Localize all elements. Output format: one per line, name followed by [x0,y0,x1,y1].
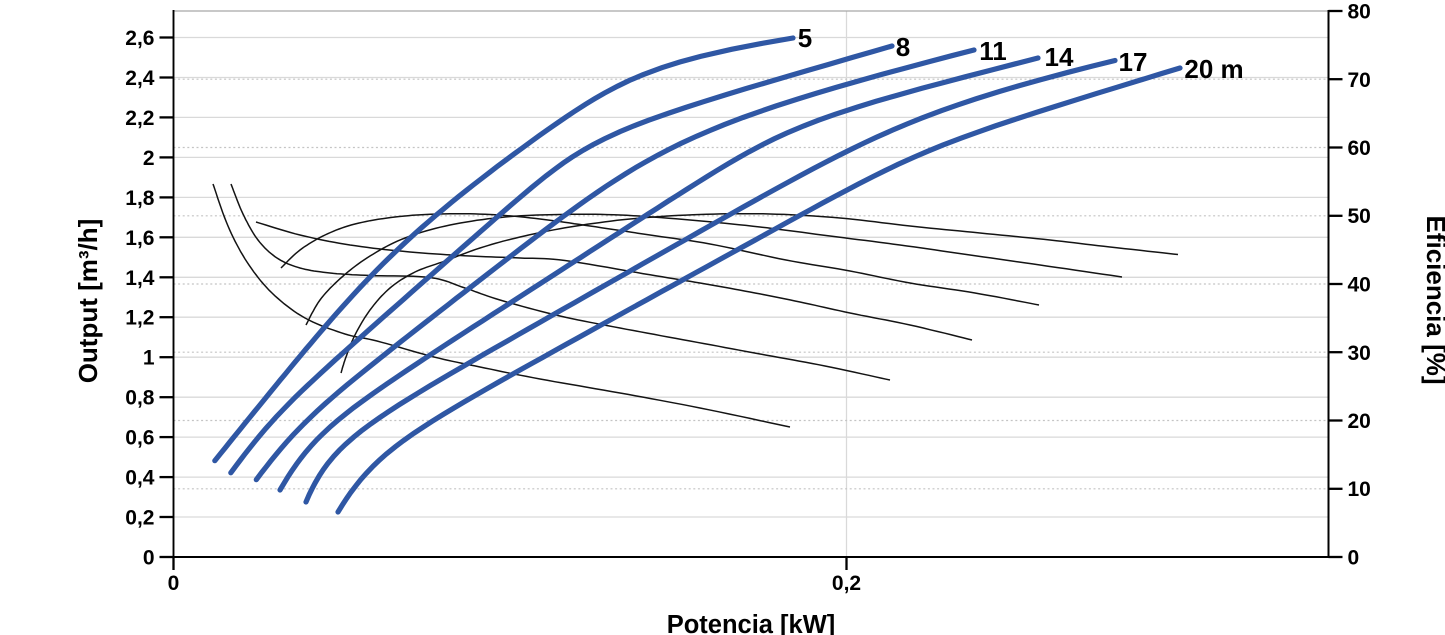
svg-text:0: 0 [143,547,155,570]
svg-text:80: 80 [1348,1,1371,24]
svg-text:20 m: 20 m [1184,54,1243,84]
svg-text:14: 14 [1045,42,1074,72]
svg-text:30: 30 [1348,342,1371,365]
svg-text:10: 10 [1348,478,1371,501]
svg-text:1,6: 1,6 [125,227,154,250]
svg-text:2: 2 [143,147,155,170]
svg-text:2,6: 2,6 [125,27,154,50]
svg-text:1: 1 [143,347,155,370]
svg-text:0: 0 [1348,547,1360,570]
svg-text:5: 5 [798,23,812,53]
svg-text:0,2: 0,2 [125,507,154,530]
svg-text:1,8: 1,8 [125,187,155,210]
svg-text:40: 40 [1348,274,1371,297]
svg-text:2,4: 2,4 [125,67,155,90]
svg-text:20: 20 [1348,410,1371,433]
svg-text:11: 11 [979,36,1007,66]
svg-text:0,4: 0,4 [125,467,155,490]
svg-text:0,6: 0,6 [125,427,154,450]
svg-text:70: 70 [1348,69,1371,92]
svg-text:Potencia [kW]: Potencia [kW] [667,611,836,635]
svg-text:Eficiencia [%]: Eficiencia [%] [1421,215,1445,384]
svg-text:1,4: 1,4 [125,267,155,290]
svg-text:17: 17 [1119,47,1148,77]
svg-text:8: 8 [896,32,910,62]
svg-text:0,2: 0,2 [832,572,861,595]
svg-text:Output [m³/h]: Output [m³/h] [73,219,103,384]
svg-text:1,2: 1,2 [125,307,154,330]
svg-text:2,2: 2,2 [125,107,154,130]
svg-text:0: 0 [168,572,180,595]
svg-text:50: 50 [1348,205,1371,228]
svg-text:0,8: 0,8 [125,387,155,410]
svg-text:60: 60 [1348,137,1371,160]
